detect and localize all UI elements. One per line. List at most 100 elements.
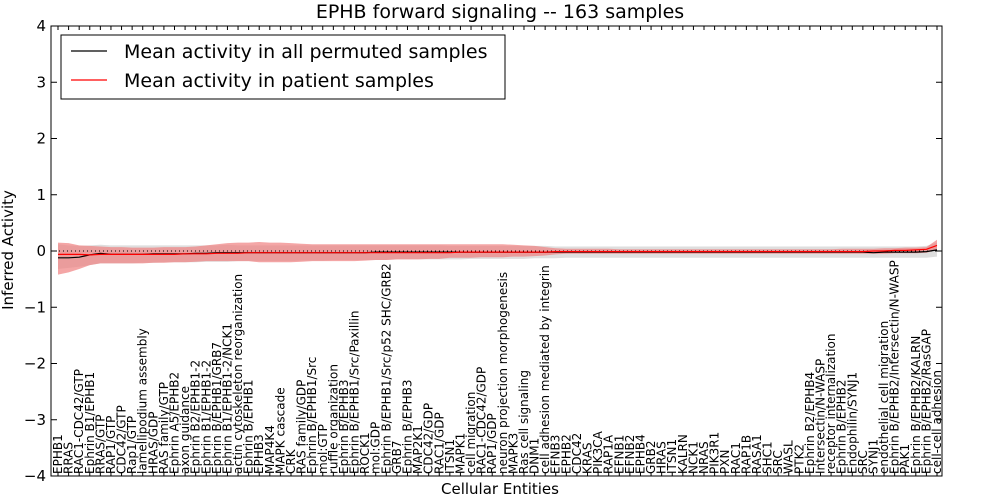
x-tick-label: Ephrin B1/EPHB1 xyxy=(83,372,97,474)
x-tick-label: CRK xyxy=(284,448,298,474)
legend-label-patient: Mean activity in patient samples xyxy=(124,70,434,92)
x-tick-label: GRB7 xyxy=(390,440,404,474)
x-tick-label: RRAS/GTP xyxy=(93,415,107,475)
x-tick-label: Ephrin B/EPHB2/KALRN xyxy=(909,336,923,474)
x-tick-label: Ephrin B/EPHB1/Src xyxy=(305,357,319,474)
x-tick-label: EPHB4 xyxy=(634,434,648,474)
y-tick-label: −4 xyxy=(24,467,46,485)
x-tick-label: Ephrin A5/EPHB2 xyxy=(168,372,182,474)
x-tick-label: RAS family/GTP xyxy=(157,382,171,474)
x-tick-label: mol:GDP xyxy=(369,422,383,474)
x-tick-label: RRAS xyxy=(62,442,76,474)
x-tick-label: RAS family/GDP xyxy=(295,380,309,474)
x-tick-label: MAP4K4 xyxy=(263,425,277,474)
x-tick-label: cell adhesion mediated by integrin xyxy=(538,265,552,474)
x-tick-label: SHC1 xyxy=(761,441,775,474)
y-axis-label: Inferred Activity xyxy=(0,190,17,310)
x-tick-label: Ephrin B/EPHB2/RasGAP xyxy=(919,329,933,474)
x-tick-label: RAP1B xyxy=(739,435,753,474)
legend: Mean activity in all permuted samples Me… xyxy=(60,34,506,100)
x-tick-label: SRC xyxy=(856,450,870,474)
x-tick-label: Ephrin B/EPHB3 xyxy=(401,380,415,474)
y-tick-labels: −4 −3 −2 −1 0 1 2 3 4 xyxy=(24,17,46,485)
series-lines xyxy=(51,244,942,259)
x-tick-label: Ephrin B/EPHB1/GRB7 xyxy=(210,342,224,474)
x-tick-label: EPHB1 xyxy=(51,434,65,474)
x-tick-label: PXN xyxy=(718,450,732,474)
x-tick-label: NCK1 xyxy=(686,441,700,474)
x-tick-label: CDC42/GDP xyxy=(422,403,436,474)
series-1-line xyxy=(58,244,938,256)
x-tick-label: Ephrin B/EPHB1/Src/Paxillin xyxy=(348,310,362,474)
x-tick-label: Ephrin B/EPHB2 xyxy=(835,380,849,474)
legend-box xyxy=(60,34,506,100)
x-tick-label: PIK3R1 xyxy=(708,432,722,474)
x-tick-label: neuron projection morphogenesis xyxy=(496,272,510,474)
x-tick-label: MAP2K1 xyxy=(411,425,425,474)
x-tick-label: Rap1/GTP xyxy=(125,416,139,474)
chart-title: EPHB forward signaling -- 163 samples xyxy=(316,1,684,23)
x-tick-label: DNM1 xyxy=(528,438,542,474)
y-tick-label: 3 xyxy=(36,73,46,91)
x-tick-label: EFNB3 xyxy=(549,435,563,474)
x-tick-label: MAPK3 xyxy=(506,433,520,474)
y-tick-label: 4 xyxy=(36,17,46,35)
x-tick-label: RAP1/GTP xyxy=(104,416,118,474)
x-tick-label: Ephrin B2/EPHB1-2 xyxy=(189,360,203,474)
y-tick-label: 2 xyxy=(36,130,46,148)
x-tick-label: ROCK1 xyxy=(358,432,372,474)
x-tick-label: RAP1A xyxy=(602,434,616,474)
x-tick-label: actin cytoskeleton reorganization xyxy=(231,274,245,474)
x-tick-label: Ephrin B1/EPHB1-2/NCK1 xyxy=(220,323,234,474)
confidence-bands xyxy=(58,239,937,275)
x-tick-label: Ephrin B/EPHB3 xyxy=(337,380,351,474)
y-tick-label: −3 xyxy=(24,411,46,429)
x-tick-label: RAC1-CDC42/GDP xyxy=(475,367,489,474)
x-tick-label: Ephrin B/EPHB1 xyxy=(242,380,256,474)
x-tick-label: EPHB3 xyxy=(252,434,266,474)
x-tick-label: cell-cell adhesion xyxy=(930,370,944,474)
x-tick-label: lamellipodium assembly xyxy=(136,328,150,474)
x-tick-label: CDC42/GTP xyxy=(115,405,129,474)
x-tick-label: KRAS xyxy=(581,442,595,474)
x-tick-label: PAK1 xyxy=(898,444,912,474)
x-tick-label: HRAS xyxy=(655,441,669,474)
x-tick-label: WASL xyxy=(782,440,796,474)
x-tick-label: PIK3CA xyxy=(591,430,605,474)
x-tick-label: RAC1 xyxy=(729,442,743,474)
x-tick-label: EPHB2 xyxy=(559,434,573,474)
series-1-band xyxy=(58,239,937,275)
x-tick-label: Ras cell signaling xyxy=(517,370,531,474)
x-tick-label: MAPK cascade xyxy=(273,387,287,474)
x-tick-label: cell migration xyxy=(464,392,478,474)
x-tick-label: SYNJ1 xyxy=(867,439,881,474)
x-axis-label: Cellular Entities xyxy=(441,480,559,498)
axis-ticks xyxy=(51,25,942,477)
x-tick-label: RAC1-CDC42/GTP xyxy=(72,369,86,474)
x-tick-label: KALRN xyxy=(676,434,690,474)
x-tick-label: endothelial cell migration xyxy=(877,321,891,474)
y-tick-label: 0 xyxy=(36,242,46,260)
x-tick-label: EFNB1 xyxy=(612,435,626,474)
x-tick-label: ruffle organization xyxy=(326,364,340,474)
x-tick-label: ITSN1 xyxy=(443,439,457,474)
y-tick-label: −1 xyxy=(24,298,46,316)
y-tick-label: 1 xyxy=(36,186,46,204)
y-tick-label: −2 xyxy=(24,355,46,373)
x-tick-label: RAP1/GDP xyxy=(485,413,499,474)
x-tick-label: CDC42 xyxy=(570,433,584,474)
x-tick-label: Ephrin B1/EPHB1-2 xyxy=(199,360,213,474)
x-tick-label: NRAS xyxy=(697,441,711,474)
x-tick-label: RASA1 xyxy=(750,434,764,474)
x-tick-label: Ephrin B2/EPHB4 xyxy=(803,372,817,474)
x-tick-label: axon guidance xyxy=(178,386,192,474)
x-tick-label: Ephrin B/EPHB2/Intersectin/N-WASP xyxy=(888,260,902,474)
x-tick-label: HRAS/GDP xyxy=(146,411,160,474)
x-tick-label: Ephrin B/EPHB1/Src/p52 SHC/GRB2 xyxy=(379,263,393,474)
x-tick-label: RAC1/GDP xyxy=(432,412,446,474)
x-tick-label: Intersectin/N-WASP xyxy=(814,359,828,474)
x-tick-label: EFNB2 xyxy=(623,435,637,474)
x-tick-label: GRB2 xyxy=(644,440,658,474)
